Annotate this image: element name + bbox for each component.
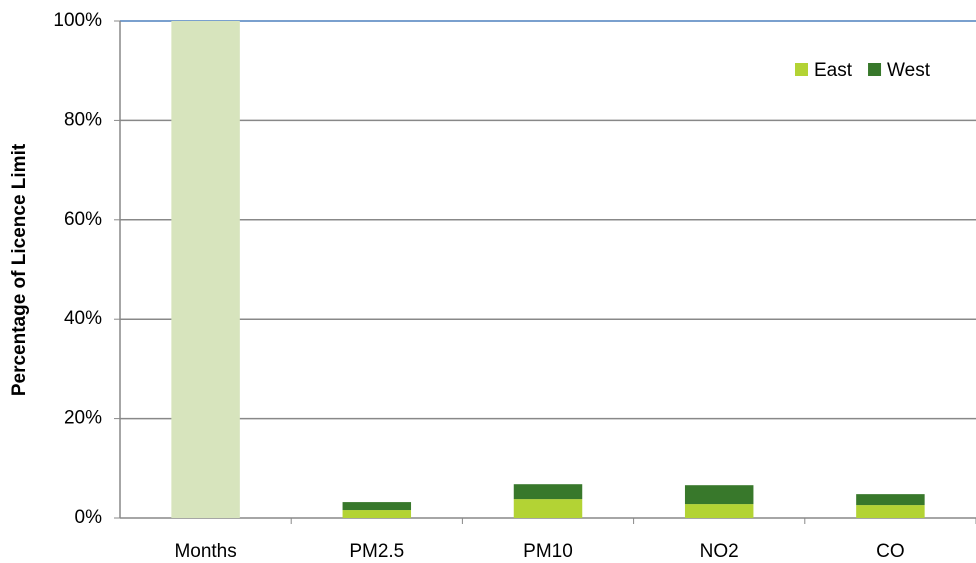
bar-segment [513, 484, 583, 500]
x-tick-label: Months [174, 541, 236, 562]
y-tick-label: 0% [75, 507, 103, 528]
legend-swatch [868, 63, 882, 76]
bar-segment [856, 494, 925, 506]
y-tick-label: 20% [64, 408, 102, 429]
x-tick-label: CO [876, 541, 905, 562]
y-tick-label: 60% [64, 209, 102, 230]
bar-segment [513, 499, 583, 518]
bar-segment [684, 504, 754, 518]
legend-swatch [795, 63, 808, 76]
x-tick-label: PM2.5 [349, 541, 404, 562]
legend-label: East [814, 60, 853, 81]
bar-segment [171, 21, 240, 518]
x-tick-label: PM10 [523, 541, 573, 562]
bar-segment [684, 485, 754, 505]
bar-segment [342, 502, 412, 511]
y-tick-label: 80% [64, 109, 102, 130]
y-tick-label: 40% [64, 308, 102, 329]
y-axis-label: Percentage of Licence Limit [9, 143, 30, 396]
legend-label: West [887, 60, 931, 81]
bar-segment [856, 505, 925, 518]
bar-segment [342, 510, 412, 518]
x-tick-label: NO2 [700, 541, 739, 562]
y-tick-label: 100% [53, 10, 102, 31]
